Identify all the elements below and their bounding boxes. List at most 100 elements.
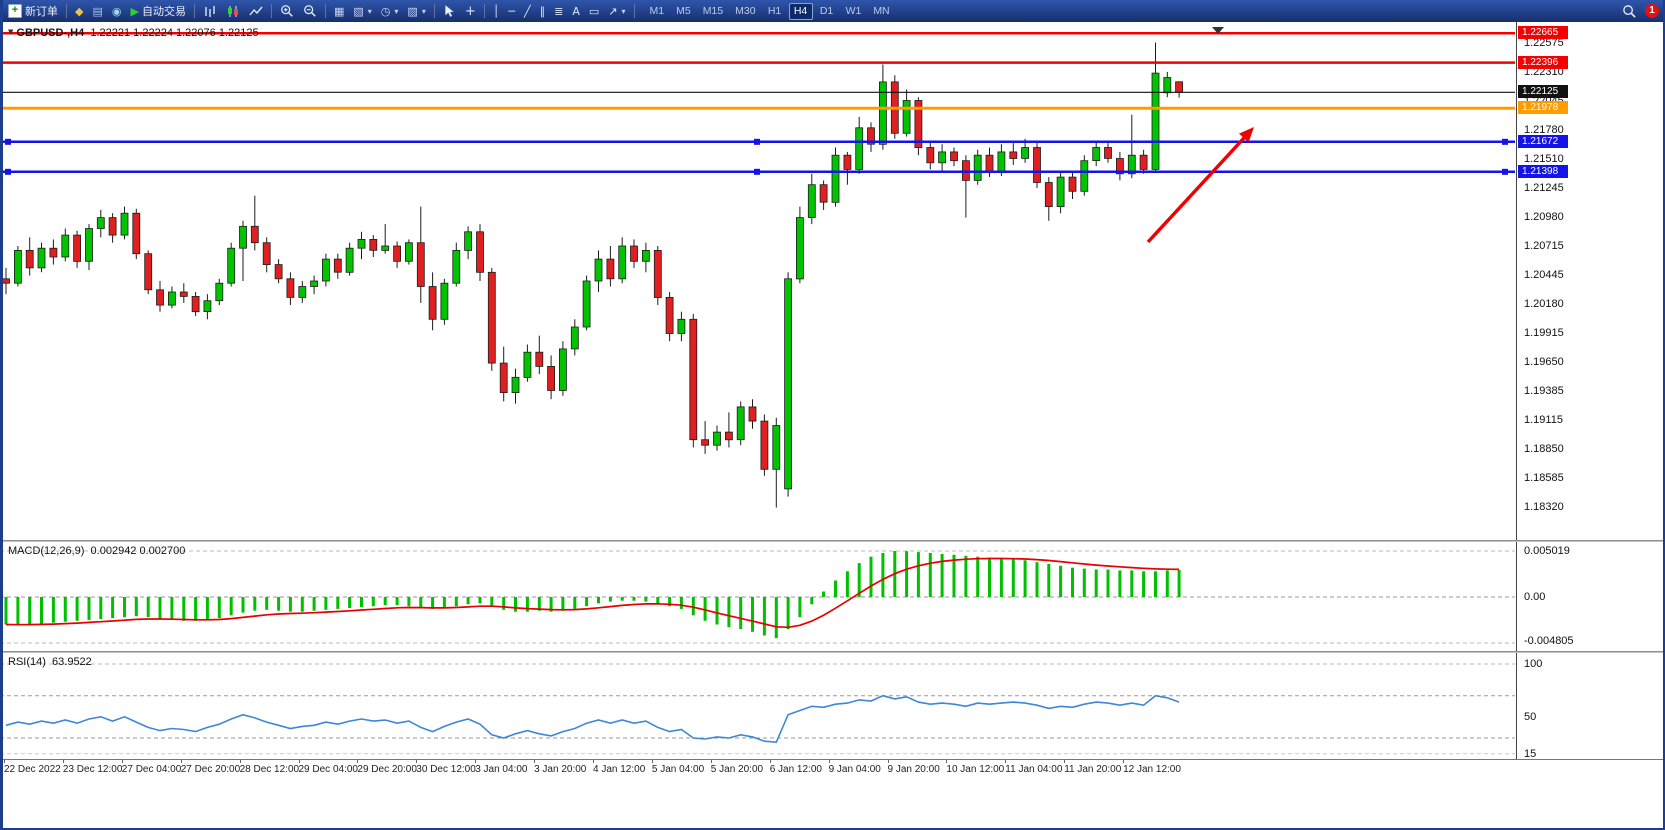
text-tool-button[interactable]: A (568, 2, 584, 20)
market-watch-button[interactable]: ▤ (88, 2, 106, 20)
bar-chart-icon (205, 5, 215, 17)
timeframe-button-H1[interactable]: H1 (763, 3, 787, 20)
time-tick (1064, 760, 1066, 763)
rsi-axis-label: 15 (1524, 748, 1537, 760)
tile-windows-icon: ▦ (333, 4, 345, 18)
price-axis-label: 1.19385 (1524, 385, 1564, 397)
new-order-button[interactable]: + 新订单 (4, 2, 62, 20)
time-tick (946, 760, 948, 763)
toolbar-separator (433, 4, 435, 18)
time-label: 29 Dec 04:00 (298, 764, 359, 775)
price-axis-label: 1.22575 (1524, 37, 1564, 49)
rsi-panel[interactable] (0, 653, 1516, 759)
crosshair-icon: + (464, 3, 476, 19)
timeframe-group: M1 M5 M15 M30 H1 H4 D1 W1 MN (645, 2, 895, 20)
candlestick-chart-icon (227, 5, 238, 17)
timeframe-button-MN[interactable]: MN (868, 3, 894, 20)
time-label: 5 Jan 20:00 (710, 764, 764, 775)
timeframe-button-W1[interactable]: W1 (841, 3, 867, 20)
time-label: 27 Dec 04:00 (121, 764, 182, 775)
notification-badge[interactable]: 1 (1645, 4, 1659, 18)
autotrading-button[interactable]: ▶ 自动交易 (126, 2, 189, 20)
rsi-axis-label: 50 (1524, 711, 1537, 723)
price-axis-label: 1.20180 (1524, 298, 1564, 310)
fibonacci-tool-button[interactable]: ≣ (550, 2, 567, 20)
crosshair-tool-button[interactable]: + (461, 2, 480, 20)
macd-axis-label: 0.00 (1524, 591, 1546, 603)
time-tick (416, 760, 418, 763)
horizontal-line-tool-button[interactable]: ─ (504, 2, 519, 20)
channel-icon: ∥ (539, 4, 546, 18)
chevron-down-icon: ▾ (367, 6, 372, 16)
timeframe-button-M15[interactable]: M15 (698, 3, 728, 20)
vertical-line-tool-button[interactable]: │ (489, 2, 504, 20)
timeframe-button-M30[interactable]: M30 (730, 3, 760, 20)
time-tick (769, 760, 771, 763)
period-selector-button[interactable]: ◷ ▾ (377, 2, 403, 20)
zoom-in-button[interactable] (276, 2, 298, 20)
time-tick (298, 760, 300, 763)
timeframe-button-M5[interactable]: M5 (671, 3, 696, 20)
macd-indicator-label: MACD(12,26,9) 0.002942 0.002700 (8, 545, 185, 557)
price-axis-label: 1.18585 (1524, 472, 1564, 484)
new-order-icon: + (8, 4, 22, 18)
time-tick (357, 760, 359, 763)
fibonacci-icon: ≣ (554, 4, 564, 18)
chevron-down-icon: ▾ (394, 6, 399, 16)
time-label: 22 Dec 2022 (4, 764, 61, 775)
profile-button[interactable]: ◆ (71, 2, 87, 20)
label-tool-button[interactable]: ▭ (585, 2, 603, 20)
timeframe-button-D1[interactable]: D1 (815, 3, 839, 20)
time-label: 10 Jan 12:00 (946, 764, 1005, 775)
time-tick (828, 760, 830, 763)
bar-chart-button[interactable] (199, 2, 221, 20)
zoom-out-icon (304, 5, 316, 17)
trendline-tool-button[interactable]: ╱ (520, 2, 535, 20)
label-tool-icon: ▭ (588, 4, 600, 18)
time-tick (62, 760, 64, 763)
toolbar-separator (483, 4, 485, 18)
time-label: 9 Jan 20:00 (887, 764, 940, 775)
time-tick (4, 760, 5, 763)
timeframe-button-H4[interactable]: H4 (788, 2, 813, 20)
time-label: 30 Dec 12:00 (416, 764, 476, 775)
price-axis-label: 1.19650 (1524, 356, 1564, 368)
template-button[interactable]: ▨ ▾ (403, 2, 429, 20)
time-label: 3 Jan 20:00 (534, 764, 587, 775)
toolbar-separator (66, 4, 67, 18)
search-icon[interactable] (1622, 4, 1637, 19)
price-axis-label: 1.22310 (1524, 66, 1564, 78)
horizontal-line-icon: ─ (508, 4, 515, 18)
ohlc-values-label: 1.22221 1.22224 1.22076 1.22125 (90, 27, 259, 39)
time-tick (1123, 760, 1125, 763)
zoom-out-button[interactable] (299, 2, 321, 20)
autotrading-label: 自动交易 (141, 6, 186, 18)
cursor-tool-button[interactable] (439, 2, 460, 20)
time-label: 11 Jan 20:00 (1064, 764, 1122, 775)
data-window-button[interactable]: ◉ (108, 2, 126, 20)
pane-splitter-macd[interactable] (0, 540, 1665, 542)
price-tag-1.21978: 1.21978 (1518, 101, 1568, 115)
pane-splitter-rsi[interactable] (0, 651, 1665, 653)
candlestick-chart[interactable] (0, 22, 1516, 540)
toolbar-separator (324, 4, 326, 18)
new-chart-button[interactable]: ▧ ▾ (349, 2, 375, 20)
timeframe-button-M1[interactable]: M1 (645, 3, 670, 20)
time-tick (475, 760, 477, 763)
tile-windows-button[interactable]: ▦ (330, 2, 348, 20)
channel-tool-button[interactable]: ∥ (536, 2, 550, 20)
price-axis-label: 1.18320 (1524, 501, 1564, 513)
price-axis-label: 1.21780 (1524, 124, 1564, 136)
rsi-value: 63.9522 (52, 656, 92, 668)
line-chart-button[interactable] (245, 2, 267, 20)
time-label: 27 Dec 20:00 (180, 764, 241, 775)
time-label: 29 Dec 20:00 (357, 764, 417, 775)
price-axis[interactable]: 1.225751.223101.220451.217801.215101.212… (1516, 22, 1665, 760)
macd-panel[interactable] (0, 542, 1516, 651)
symbol-period-label: GBPUSD-,H4 (16, 27, 85, 39)
arrows-tool-button[interactable]: ↗ ▾ (604, 2, 629, 20)
period-clock-icon: ◷ (380, 4, 391, 18)
time-axis[interactable]: 22 Dec 2022 23 Dec 12:00 27 Dec 04:00 27 De… (0, 760, 1516, 778)
candlestick-chart-button[interactable] (222, 2, 244, 20)
profile-icon: ◆ (75, 4, 84, 18)
